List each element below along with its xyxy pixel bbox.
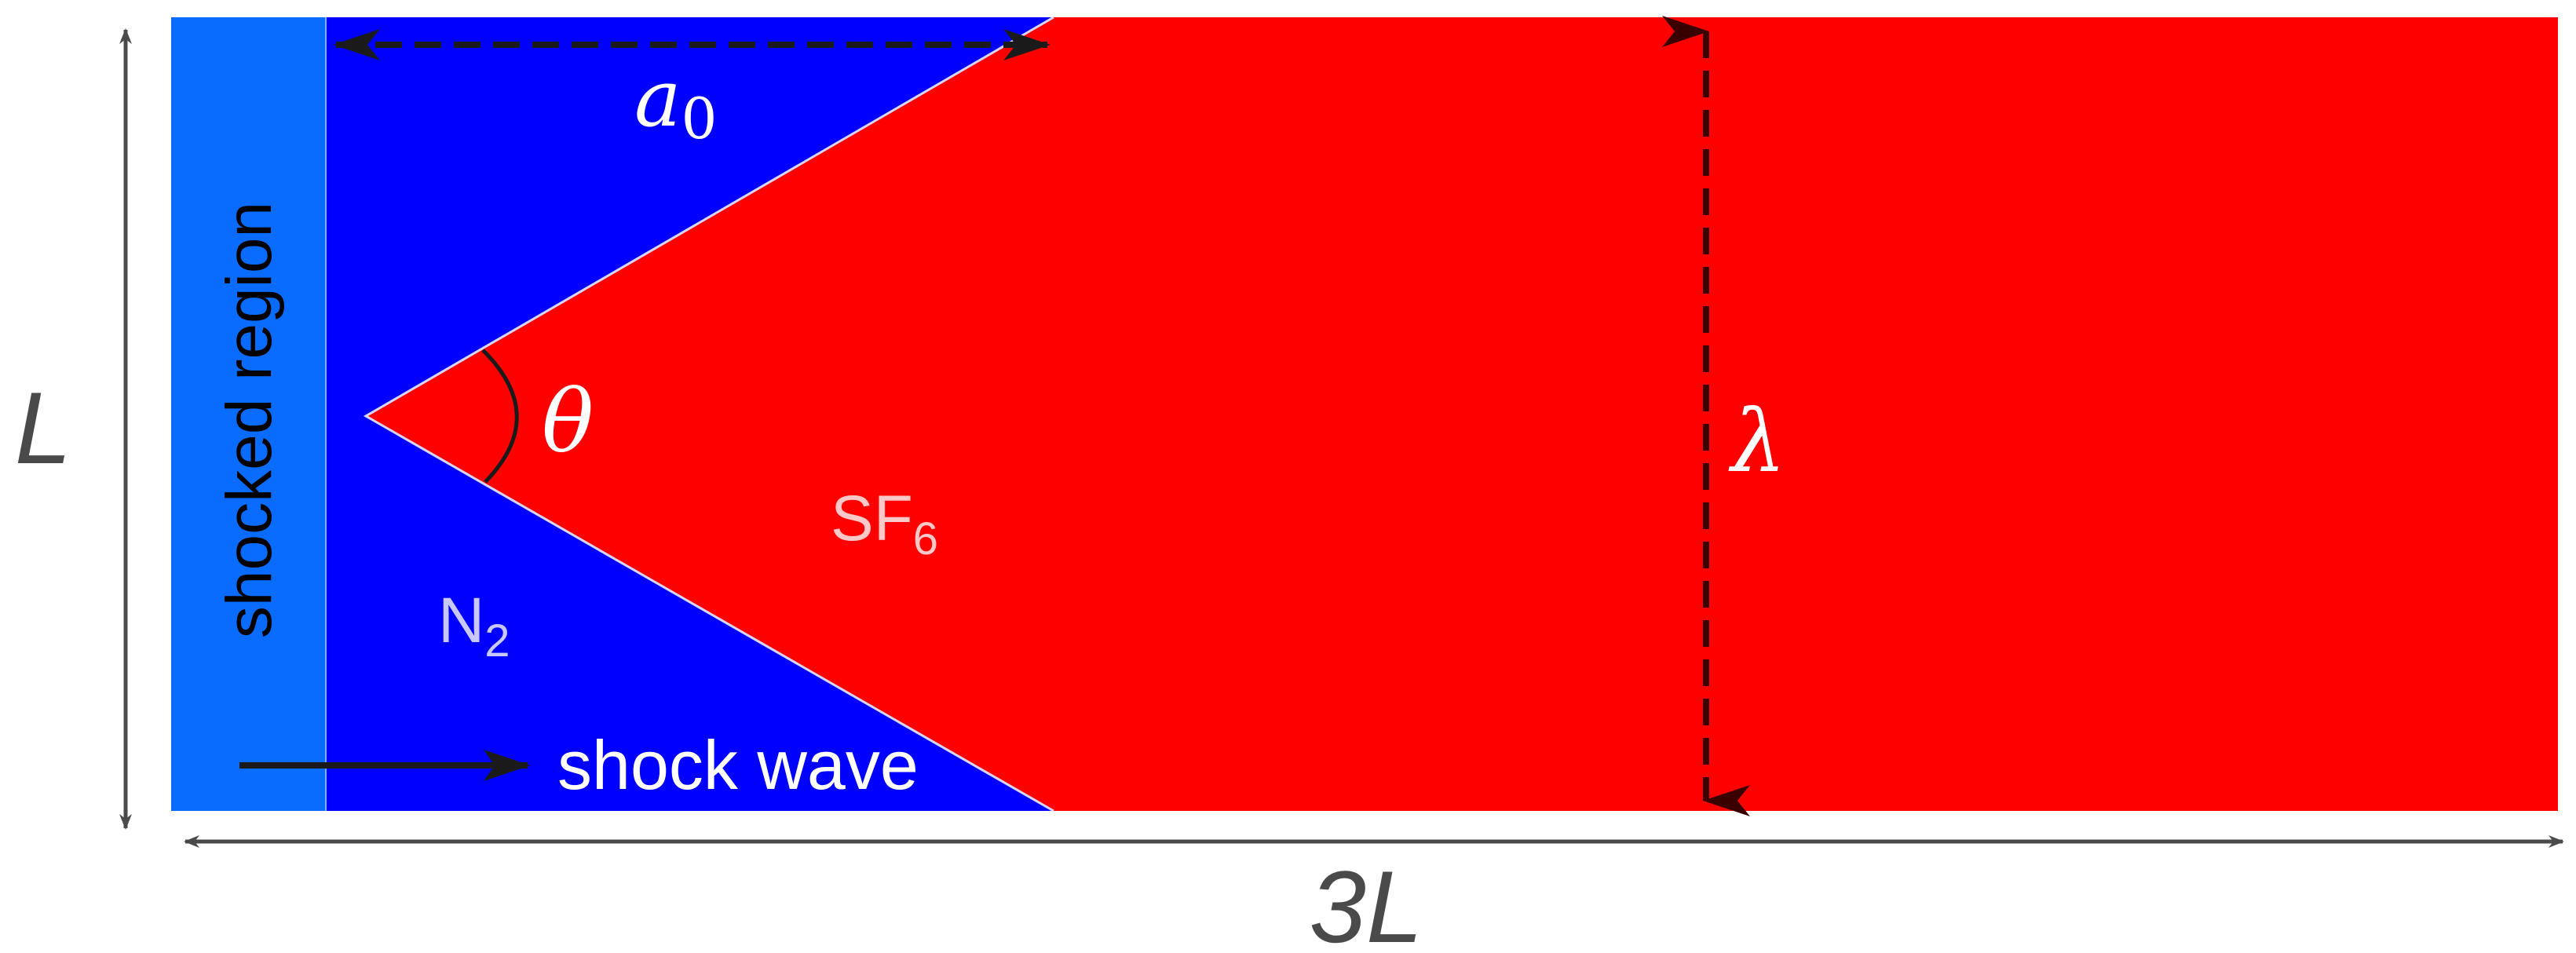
shock-wave-label: shock wave [557, 726, 919, 804]
shocked-region [171, 17, 326, 811]
sf6-label-main: SF [831, 483, 913, 554]
amplitude-label-sub: 0 [681, 86, 718, 152]
amplitude-label: a0 [634, 53, 717, 152]
width-label: 3L [1310, 849, 1423, 953]
angle-label: θ [542, 371, 594, 472]
n2-label: N2 [438, 585, 510, 666]
amplitude-label-main: a [634, 53, 681, 144]
n2-region [326, 17, 1054, 811]
interface-line [363, 16, 1054, 812]
angle-arc [481, 349, 519, 484]
shocked-region-label: shocked region [214, 202, 285, 638]
sf6-label-sub: 6 [913, 513, 938, 564]
n2-label-sub: 2 [484, 615, 510, 666]
wavelength-label: λ [1728, 391, 1786, 491]
sf6-label: SF6 [831, 483, 938, 564]
height-label: L [15, 371, 71, 485]
n2-label-main: N [438, 585, 484, 656]
